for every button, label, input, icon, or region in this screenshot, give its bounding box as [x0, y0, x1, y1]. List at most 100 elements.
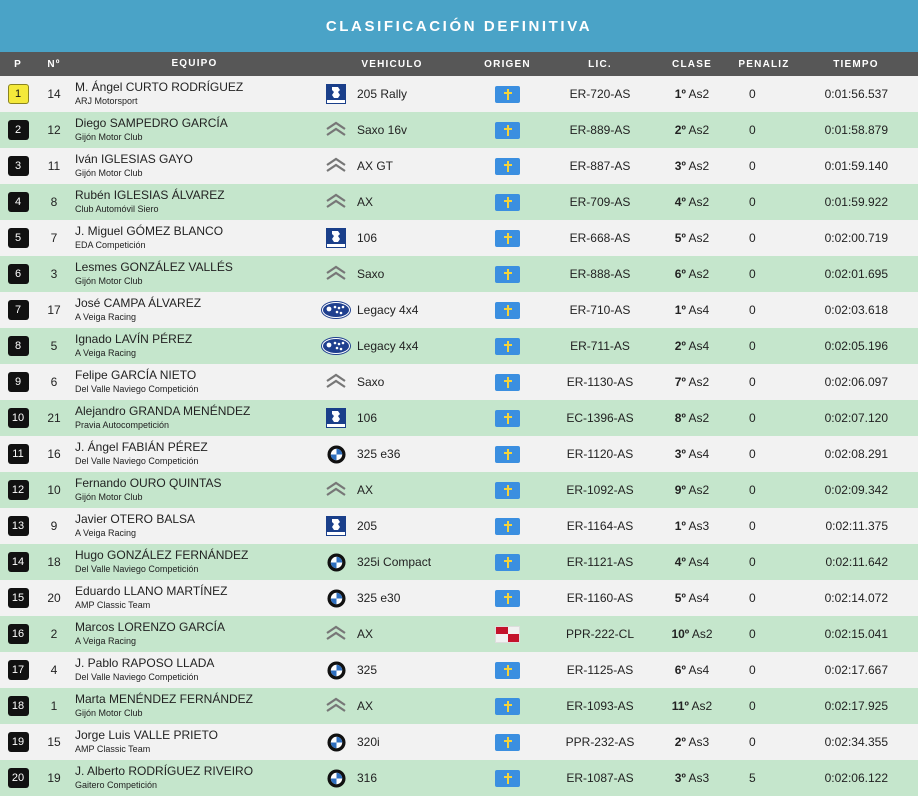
class-result: 2º As4: [650, 339, 734, 353]
penalty: 5: [749, 771, 756, 785]
class-name: As2: [688, 87, 710, 101]
peugeot-brand-icon: [317, 516, 355, 536]
position-badge: 13: [7, 516, 29, 536]
origin-cell: [465, 193, 550, 211]
car-number: 11: [47, 159, 61, 173]
license: ER-1092-AS: [566, 483, 634, 497]
penalty: 0: [749, 339, 756, 353]
vehicle-model: AX: [357, 483, 374, 497]
driver-name: Hugo GONZÁLEZ FERNÁNDEZ: [75, 548, 249, 562]
driver-name: Diego SAMPEDRO GARCÍA: [75, 116, 228, 130]
table-row: 10 21 Alejandro GRANDA MENÉNDEZ Pravia A…: [0, 400, 918, 436]
team-cell: Rubén IGLESIAS ÁLVAREZ Club Automóvil Si…: [72, 188, 317, 216]
car-number: 17: [47, 303, 61, 317]
table-row: 5 7 J. Miguel GÓMEZ BLANCO EDA Competici…: [0, 220, 918, 256]
table-row: 8 5 Ignado LAVÍN PÉREZ A Veiga Racing Le…: [0, 328, 918, 364]
class-result: 7º As2: [650, 375, 734, 389]
team-cell: Marta MENÉNDEZ FERNÁNDEZ Gijón Motor Clu…: [72, 692, 317, 720]
car-number: 9: [50, 519, 58, 533]
class-result: 8º As2: [650, 411, 734, 425]
origin-cell: [465, 373, 550, 391]
header-pos: P: [14, 58, 22, 70]
club-name: AMP Classic Team: [75, 744, 151, 754]
position-badge: 12: [7, 480, 29, 500]
time: 0:02:05.196: [824, 339, 888, 353]
driver-name: J. Ángel FABIÁN PÉREZ: [75, 440, 208, 454]
team-cell: J. Alberto RODRÍGUEZ RIVEIRO Gaitero Com…: [72, 764, 317, 792]
license: ER-888-AS: [569, 267, 631, 281]
license: ER-887-AS: [569, 159, 631, 173]
position-badge: 19: [7, 732, 29, 752]
bmw-logo: [326, 444, 346, 464]
club-name: ARJ Motorsport: [75, 96, 138, 106]
class-name: As3: [688, 519, 710, 533]
class-result: 4º As4: [650, 555, 734, 569]
penalty: 0: [749, 627, 756, 641]
asturias-flag-icon: [495, 769, 520, 787]
class-result: 10º As2: [650, 627, 734, 641]
class-position: 5º: [674, 231, 686, 245]
driver-name: Rubén IGLESIAS ÁLVAREZ: [75, 188, 225, 202]
bmw-brand-icon: [317, 732, 355, 752]
vehicle-model: 320i: [357, 735, 380, 749]
subaru-brand-icon: [317, 300, 355, 320]
position-badge: 9: [7, 372, 29, 392]
origin-cell: [465, 769, 550, 787]
penalty: 0: [749, 555, 756, 569]
class-name: As2: [688, 375, 710, 389]
license: ER-709-AS: [569, 195, 631, 209]
citroen-brand-icon: [317, 265, 355, 283]
club-name: A Veiga Racing: [75, 528, 137, 538]
table-row: 17 4 J. Pablo RAPOSO LLADA Del Valle Nav…: [0, 652, 918, 688]
club-name: EDA Competición: [75, 240, 146, 250]
position-badge: 8: [7, 336, 29, 356]
table-header: P Nº EQUIPO VEHICULO ORIGEN LIC. CLASE P…: [0, 52, 918, 76]
team-cell: Alejandro GRANDA MENÉNDEZ Pravia Autocom…: [72, 404, 317, 432]
team-cell: Lesmes GONZÁLEZ VALLÉS Gijón Motor Club: [72, 260, 317, 288]
team-cell: Iván IGLESIAS GAYO Gijón Motor Club: [72, 152, 317, 180]
time: 0:02:09.342: [824, 483, 888, 497]
driver-name: Marcos LORENZO GARCÍA: [75, 620, 226, 634]
citroen-logo: [326, 697, 346, 712]
table-row: 3 11 Iván IGLESIAS GAYO Gijón Motor Club…: [0, 148, 918, 184]
class-position: 1º: [674, 519, 686, 533]
header-time: TIEMPO: [833, 58, 879, 70]
bmw-brand-icon: [317, 588, 355, 608]
time: 0:01:59.140: [824, 159, 888, 173]
driver-name: Alejandro GRANDA MENÉNDEZ: [75, 404, 251, 418]
car-number: 16: [47, 447, 61, 461]
position-badge: 7: [7, 300, 29, 320]
club-name: Gijón Motor Club: [75, 168, 143, 178]
team-cell: Felipe GARCÍA NIETO Del Valle Naviego Co…: [72, 368, 317, 396]
position-badge: 11: [7, 444, 29, 464]
class-result: 11º As2: [650, 699, 734, 713]
header-num: Nº: [47, 58, 61, 70]
class-position: 2º: [674, 123, 686, 137]
origin-cell: [465, 661, 550, 679]
team-cell: Jorge Luis VALLE PRIETO AMP Classic Team: [72, 728, 317, 756]
class-position: 4º: [674, 195, 686, 209]
license: ER-711-AS: [570, 339, 630, 353]
class-position: 7º: [674, 375, 686, 389]
peugeot-logo: [326, 228, 346, 248]
table-row: 20 19 J. Alberto RODRÍGUEZ RIVEIRO Gaite…: [0, 760, 918, 796]
time: 0:02:17.667: [824, 663, 888, 677]
license: ER-668-AS: [569, 231, 631, 245]
origin-cell: [465, 589, 550, 607]
class-name: As3: [688, 771, 710, 785]
header-lic: LIC.: [588, 58, 612, 70]
citroen-brand-icon: [317, 193, 355, 211]
team-cell: Marcos LORENZO GARCÍA A Veiga Racing: [72, 620, 317, 648]
class-position: 2º: [674, 735, 686, 749]
team-cell: José CAMPA ÁLVAREZ A Veiga Racing: [72, 296, 317, 324]
penalty: 0: [749, 375, 756, 389]
car-number: 20: [47, 591, 61, 605]
driver-name: José CAMPA ÁLVAREZ: [75, 296, 202, 310]
table-row: 16 2 Marcos LORENZO GARCÍA A Veiga Racin…: [0, 616, 918, 652]
origin-cell: [465, 337, 550, 355]
class-position: 1º: [674, 87, 686, 101]
bmw-logo: [326, 768, 346, 788]
license: ER-710-AS: [569, 303, 631, 317]
class-result: 5º As2: [650, 231, 734, 245]
class-result: 6º As2: [650, 267, 734, 281]
